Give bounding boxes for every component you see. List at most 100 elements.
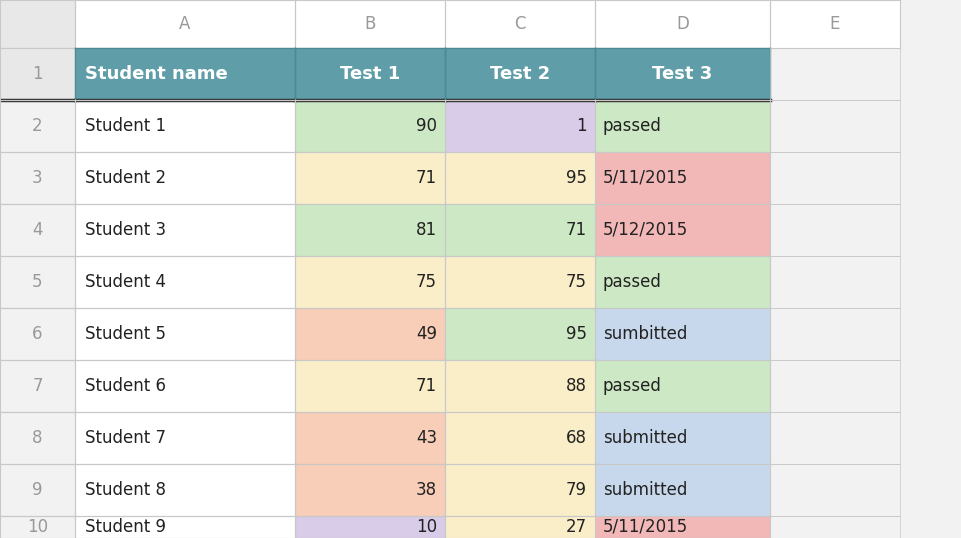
Text: passed: passed — [603, 377, 661, 395]
Bar — [595, 464, 769, 516]
Bar — [0, 516, 75, 538]
Bar — [595, 152, 769, 204]
Text: 4: 4 — [33, 221, 42, 239]
Text: 75: 75 — [415, 273, 436, 291]
Bar — [295, 308, 445, 360]
Text: submitted: submitted — [603, 429, 687, 447]
Text: 75: 75 — [565, 273, 586, 291]
Bar — [75, 48, 295, 100]
Text: 90: 90 — [415, 117, 436, 135]
Text: Test 3: Test 3 — [652, 65, 712, 83]
Bar — [75, 360, 295, 412]
Text: 5/11/2015: 5/11/2015 — [603, 169, 687, 187]
Text: C: C — [514, 15, 526, 33]
Bar — [769, 152, 899, 204]
Text: Student 9: Student 9 — [85, 518, 166, 536]
Bar — [0, 360, 75, 412]
Text: 95: 95 — [565, 325, 586, 343]
Bar — [295, 48, 445, 100]
Text: submitted: submitted — [603, 481, 687, 499]
Text: passed: passed — [603, 273, 661, 291]
Text: 71: 71 — [415, 169, 436, 187]
Text: 43: 43 — [415, 429, 436, 447]
Bar — [75, 204, 295, 256]
Bar — [0, 152, 75, 204]
Text: 27: 27 — [565, 518, 586, 536]
Bar — [445, 48, 595, 100]
Text: 7: 7 — [33, 377, 42, 395]
Bar — [769, 464, 899, 516]
Text: Student 4: Student 4 — [85, 273, 166, 291]
Text: 1: 1 — [576, 117, 586, 135]
Bar — [445, 412, 595, 464]
Bar — [75, 152, 295, 204]
Text: Student 6: Student 6 — [85, 377, 166, 395]
Bar — [595, 0, 769, 48]
Text: A: A — [179, 15, 190, 33]
Bar — [769, 204, 899, 256]
Text: 8: 8 — [33, 429, 42, 447]
Bar — [445, 256, 595, 308]
Bar — [0, 308, 75, 360]
Bar — [445, 204, 595, 256]
Bar — [295, 464, 445, 516]
Bar — [295, 204, 445, 256]
Bar — [595, 256, 769, 308]
Bar — [0, 412, 75, 464]
Bar — [769, 412, 899, 464]
Text: 38: 38 — [415, 481, 436, 499]
Text: 5: 5 — [33, 273, 42, 291]
Text: 49: 49 — [415, 325, 436, 343]
Bar — [769, 308, 899, 360]
Bar — [595, 308, 769, 360]
Bar — [595, 100, 769, 152]
Bar — [769, 100, 899, 152]
Bar — [295, 256, 445, 308]
Bar — [295, 100, 445, 152]
Text: Test 2: Test 2 — [489, 65, 550, 83]
Bar — [769, 360, 899, 412]
Text: Student 2: Student 2 — [85, 169, 166, 187]
Text: 71: 71 — [415, 377, 436, 395]
Bar — [75, 256, 295, 308]
Bar — [75, 100, 295, 152]
Bar — [75, 464, 295, 516]
Text: passed: passed — [603, 117, 661, 135]
Bar — [595, 516, 769, 538]
Text: 81: 81 — [415, 221, 436, 239]
Text: 2: 2 — [32, 117, 43, 135]
Text: 5/12/2015: 5/12/2015 — [603, 221, 687, 239]
Text: B: B — [364, 15, 376, 33]
Bar — [769, 256, 899, 308]
Bar — [445, 152, 595, 204]
Text: Student name: Student name — [85, 65, 228, 83]
Text: 1: 1 — [32, 65, 43, 83]
Bar — [769, 516, 899, 538]
Bar — [595, 48, 769, 100]
Bar — [295, 360, 445, 412]
Text: 3: 3 — [32, 169, 43, 187]
Bar — [595, 360, 769, 412]
Bar — [769, 0, 899, 48]
Bar — [445, 0, 595, 48]
Text: 88: 88 — [565, 377, 586, 395]
Bar — [0, 48, 75, 100]
Bar — [769, 48, 899, 100]
Text: 10: 10 — [415, 518, 436, 536]
Text: sumbitted: sumbitted — [603, 325, 687, 343]
Bar — [295, 0, 445, 48]
Text: 10: 10 — [27, 518, 48, 536]
Bar — [445, 308, 595, 360]
Text: Student 8: Student 8 — [85, 481, 166, 499]
Text: 5/11/2015: 5/11/2015 — [603, 518, 687, 536]
Text: 9: 9 — [33, 481, 42, 499]
Bar — [75, 412, 295, 464]
Text: 95: 95 — [565, 169, 586, 187]
Text: 79: 79 — [565, 481, 586, 499]
Bar — [595, 204, 769, 256]
Bar — [0, 464, 75, 516]
Bar — [0, 0, 75, 48]
Bar — [75, 308, 295, 360]
Text: Student 7: Student 7 — [85, 429, 166, 447]
Bar — [295, 412, 445, 464]
